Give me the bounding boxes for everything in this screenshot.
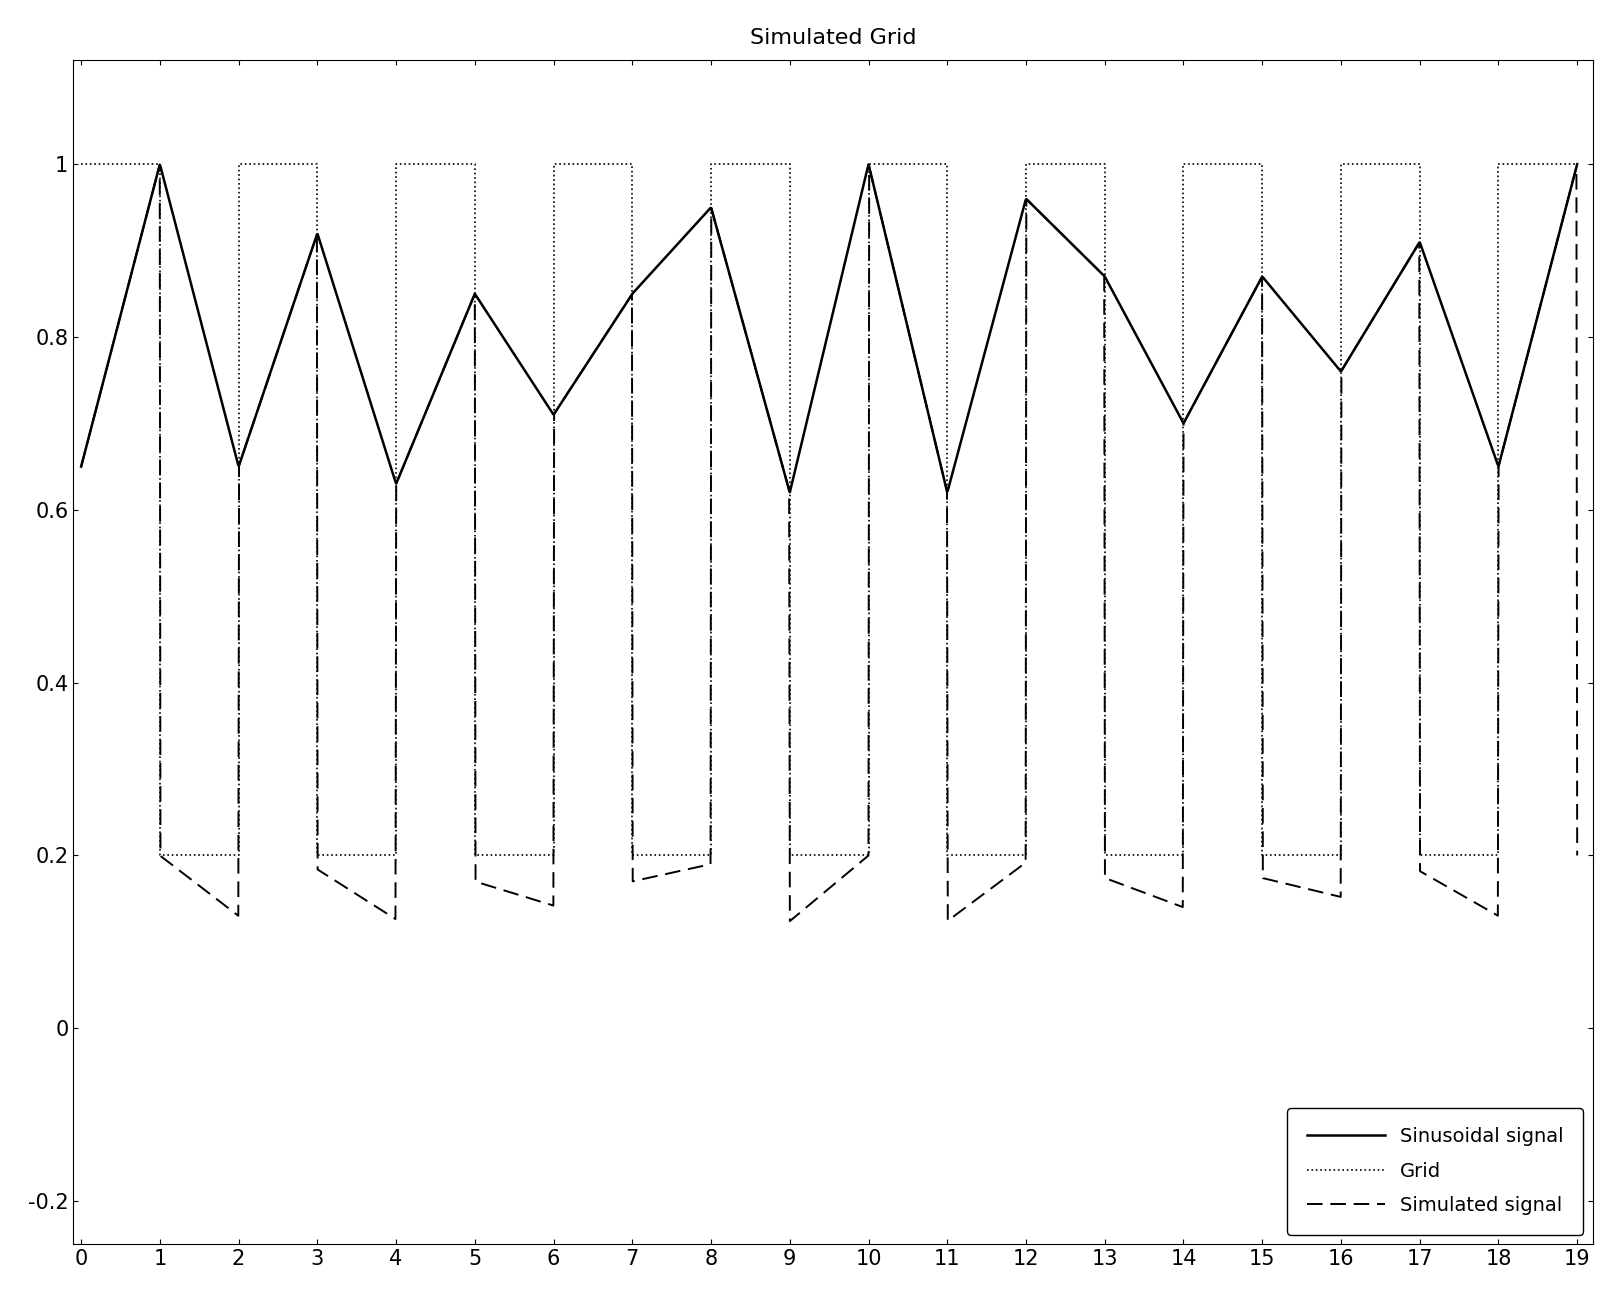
Grid — [1096, 848, 1115, 864]
Sinusoidal signal — [1250, 274, 1269, 289]
Grid — [702, 157, 721, 173]
Sinusoidal signal — [799, 403, 819, 419]
Grid — [1331, 157, 1350, 173]
Grid — [780, 157, 799, 173]
Simulated signal — [1568, 848, 1587, 864]
Sinusoidal signal — [71, 459, 91, 475]
Grid — [1410, 157, 1430, 173]
Sinusoidal signal — [759, 409, 778, 424]
Simulated signal — [780, 913, 799, 929]
Sinusoidal signal — [148, 166, 167, 182]
Grid — [1410, 848, 1430, 864]
Simulated signal — [1525, 320, 1545, 336]
Grid — [1253, 157, 1272, 173]
Grid — [937, 848, 956, 864]
Grid — [308, 157, 327, 173]
Grid — [386, 157, 405, 173]
Simulated signal — [1525, 318, 1545, 333]
Grid — [545, 157, 564, 173]
Grid — [151, 848, 170, 864]
Grid — [1174, 848, 1193, 864]
Grid — [1331, 848, 1350, 864]
Line: Sinusoidal signal: Sinusoidal signal — [81, 165, 1577, 492]
Simulated signal — [1251, 271, 1271, 287]
Grid — [229, 157, 248, 173]
Sinusoidal signal — [780, 484, 799, 499]
Grid — [465, 157, 485, 173]
Grid — [1096, 157, 1115, 173]
Grid — [151, 157, 170, 173]
Grid — [229, 848, 248, 864]
Grid — [780, 848, 799, 864]
Grid — [1016, 848, 1036, 864]
Line: Grid: Grid — [81, 165, 1577, 856]
Grid — [859, 157, 879, 173]
Grid — [545, 848, 564, 864]
Sinusoidal signal — [1568, 157, 1587, 173]
Grid — [1174, 157, 1193, 173]
Grid — [1488, 848, 1508, 864]
Grid — [71, 157, 91, 173]
Grid — [1253, 848, 1272, 864]
Grid — [702, 848, 721, 864]
Grid — [622, 157, 642, 173]
Line: Simulated signal: Simulated signal — [81, 165, 1577, 921]
Grid — [1016, 157, 1036, 173]
Simulated signal — [151, 157, 170, 173]
Simulated signal — [801, 896, 820, 912]
Grid — [386, 848, 405, 864]
Grid — [622, 848, 642, 864]
Title: Simulated Grid: Simulated Grid — [751, 27, 916, 48]
Grid — [1568, 157, 1587, 173]
Sinusoidal signal — [1524, 323, 1543, 339]
Simulated signal — [71, 459, 91, 475]
Legend: Sinusoidal signal, Grid, Simulated signal: Sinusoidal signal, Grid, Simulated signa… — [1287, 1108, 1584, 1235]
Simulated signal — [148, 166, 167, 182]
Grid — [308, 848, 327, 864]
Grid — [1488, 157, 1508, 173]
Grid — [465, 848, 485, 864]
Simulated signal — [760, 412, 780, 428]
Grid — [937, 157, 956, 173]
Sinusoidal signal — [1525, 320, 1545, 336]
Grid — [859, 848, 879, 864]
